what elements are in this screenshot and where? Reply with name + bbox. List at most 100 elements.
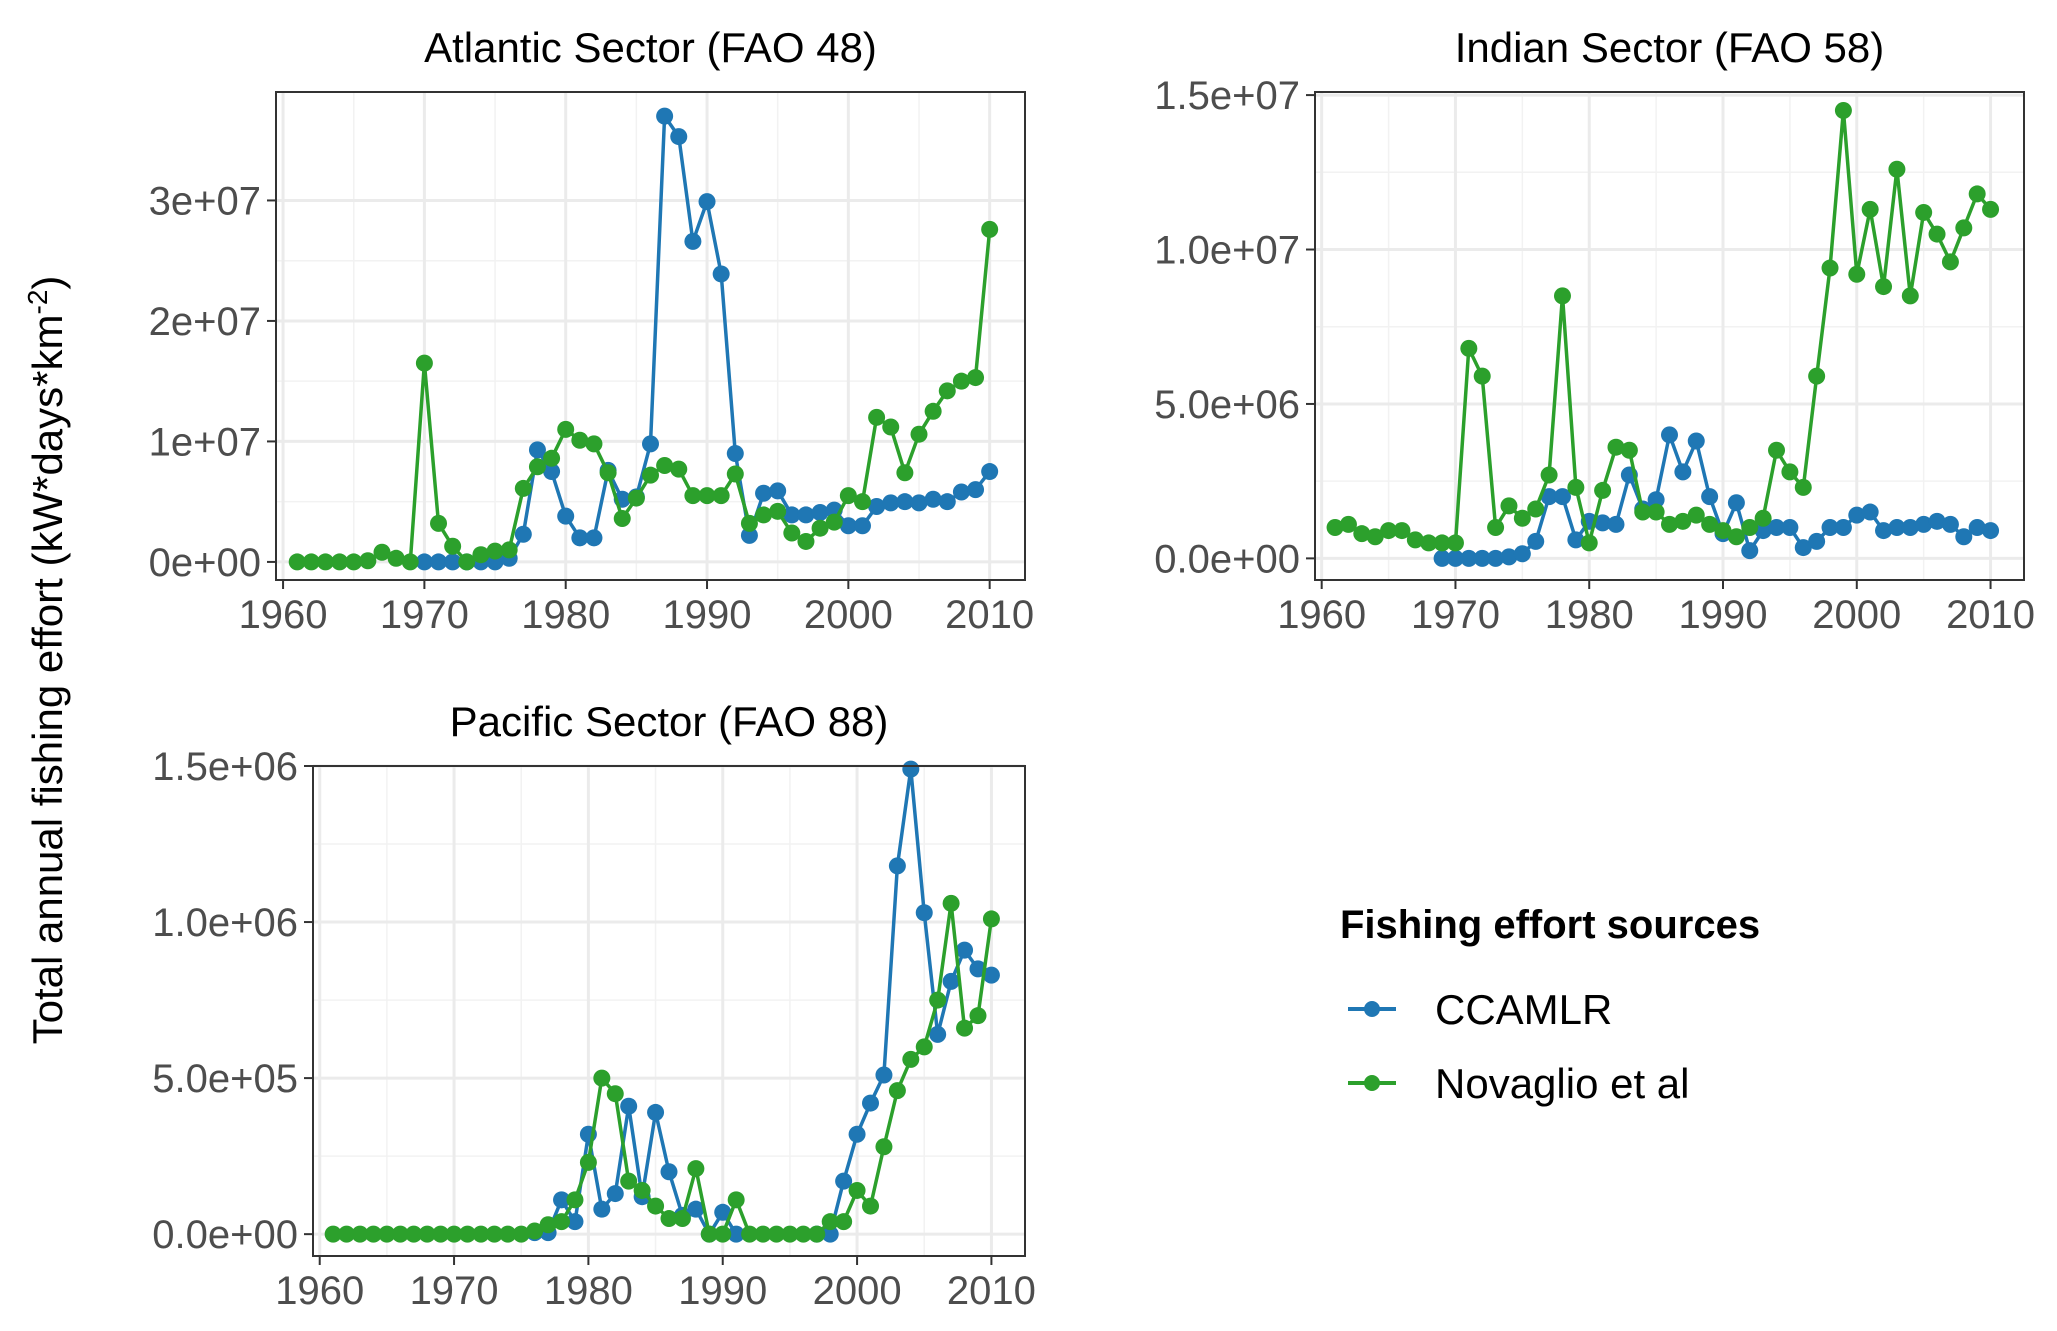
data-point-novaglio bbox=[500, 541, 518, 559]
data-point-ccamlr bbox=[1888, 518, 1906, 536]
data-point-ccamlr bbox=[1941, 515, 1959, 533]
data-point-ccamlr bbox=[712, 265, 730, 283]
y-tick-label: 1.5e+06 bbox=[152, 745, 298, 789]
data-point-ccamlr bbox=[902, 760, 920, 778]
data-point-ccamlr bbox=[1794, 539, 1812, 557]
data-point-novaglio bbox=[825, 513, 843, 531]
data-point-novaglio bbox=[1781, 463, 1799, 481]
data-point-ccamlr bbox=[821, 1225, 839, 1243]
data-point-novaglio bbox=[302, 553, 320, 571]
data-point-novaglio bbox=[599, 464, 617, 482]
data-point-novaglio bbox=[740, 514, 758, 532]
data-point-novaglio bbox=[1941, 253, 1959, 271]
data-point-novaglio bbox=[673, 1210, 691, 1228]
data-point-ccamlr bbox=[660, 1163, 678, 1181]
plot-area-indian bbox=[1315, 92, 2024, 580]
x-tick-label: 1970 bbox=[380, 593, 469, 637]
data-point-novaglio bbox=[472, 1225, 490, 1243]
data-point-novaglio bbox=[359, 552, 377, 570]
data-point-ccamlr bbox=[557, 507, 575, 525]
panel-border-pacific bbox=[312, 765, 1026, 1257]
data-point-novaglio bbox=[853, 493, 871, 511]
data-point-novaglio bbox=[754, 1225, 772, 1243]
data-point-novaglio bbox=[875, 1138, 893, 1156]
data-point-ccamlr bbox=[553, 1191, 571, 1209]
data-point-ccamlr bbox=[938, 493, 956, 511]
x-tick-label: 2000 bbox=[804, 593, 893, 637]
data-point-novaglio bbox=[351, 1225, 369, 1243]
data-point-ccamlr bbox=[1594, 514, 1612, 532]
data-point-novaglio bbox=[1460, 339, 1478, 357]
data-point-novaglio bbox=[767, 1225, 785, 1243]
data-point-novaglio bbox=[868, 408, 886, 426]
data-point-novaglio bbox=[288, 553, 306, 571]
x-tick-label: 1980 bbox=[544, 1269, 633, 1313]
data-point-novaglio bbox=[1353, 525, 1371, 543]
data-point-novaglio bbox=[316, 553, 334, 571]
data-point-novaglio bbox=[811, 519, 829, 537]
y-axis-label-superscript: -2 bbox=[22, 290, 53, 315]
data-point-novaglio bbox=[566, 1191, 584, 1209]
data-point-ccamlr bbox=[1834, 518, 1852, 536]
data-point-ccamlr bbox=[1741, 542, 1759, 560]
data-point-ccamlr bbox=[1727, 494, 1745, 512]
data-point-ccamlr bbox=[835, 1172, 853, 1190]
x-tick-label: 1980 bbox=[1545, 593, 1634, 637]
series-line-novaglio bbox=[297, 229, 992, 564]
panel-border-indian bbox=[1314, 91, 2025, 581]
data-point-ccamlr bbox=[769, 482, 787, 500]
data-point-novaglio bbox=[1339, 515, 1357, 533]
data-point-novaglio bbox=[1487, 518, 1505, 536]
legend-title: Fishing effort sources bbox=[1340, 903, 1760, 947]
y-tick-label: 5.0e+06 bbox=[1154, 383, 1300, 427]
data-point-novaglio bbox=[982, 910, 1000, 928]
data-point-novaglio bbox=[952, 372, 970, 390]
legend-label-ccamlr: CCAMLR bbox=[1435, 986, 1612, 1033]
data-point-novaglio bbox=[1808, 367, 1826, 385]
data-point-ccamlr bbox=[868, 497, 886, 515]
data-point-ccamlr bbox=[1955, 528, 1973, 546]
data-point-ccamlr bbox=[1460, 549, 1478, 567]
data-point-novaglio bbox=[839, 487, 857, 505]
data-point-novaglio bbox=[606, 1085, 624, 1103]
data-point-ccamlr bbox=[430, 553, 448, 571]
data-point-novaglio bbox=[727, 1191, 745, 1209]
x-tick-label: 2010 bbox=[1946, 593, 2035, 637]
data-point-ccamlr bbox=[1446, 549, 1464, 567]
data-point-ccamlr bbox=[1687, 432, 1705, 450]
data-point-novaglio bbox=[1741, 518, 1759, 536]
data-point-novaglio bbox=[769, 502, 787, 520]
data-point-ccamlr bbox=[848, 1125, 866, 1143]
y-tick-label: 0.0e+00 bbox=[152, 1213, 298, 1257]
data-point-novaglio bbox=[1527, 500, 1545, 518]
data-point-novaglio bbox=[499, 1225, 517, 1243]
legend-entry-ccamlr: CCAMLR bbox=[1348, 986, 1612, 1033]
data-point-novaglio bbox=[848, 1181, 866, 1199]
data-point-novaglio bbox=[528, 458, 546, 476]
y-tick-label: 3e+07 bbox=[149, 179, 261, 223]
data-point-ccamlr bbox=[1968, 518, 1986, 536]
x-tick-label: 2000 bbox=[1812, 593, 1901, 637]
data-point-novaglio bbox=[557, 420, 575, 438]
data-point-novaglio bbox=[633, 1181, 651, 1199]
data-point-ccamlr bbox=[571, 529, 589, 547]
panel-atlantic: 1960 1970 1980 1990 2000 2010 0e+00 1e+07 2e+07 3… bbox=[149, 24, 1035, 637]
data-point-ccamlr bbox=[797, 506, 815, 524]
data-point-novaglio bbox=[539, 1216, 557, 1234]
data-point-novaglio bbox=[338, 1225, 356, 1243]
y-tick-label: 1.5e+07 bbox=[1154, 74, 1300, 118]
data-point-ccamlr bbox=[1527, 532, 1545, 550]
data-point-novaglio bbox=[660, 1210, 678, 1228]
data-point-novaglio bbox=[345, 553, 363, 571]
data-point-novaglio bbox=[1380, 522, 1398, 540]
series-line-ccamlr bbox=[534, 767, 993, 1236]
data-point-novaglio bbox=[1727, 528, 1745, 546]
panel-title-pacific: Pacific Sector (FAO 88) bbox=[450, 698, 889, 745]
data-point-novaglio bbox=[1834, 102, 1852, 120]
data-point-novaglio bbox=[445, 1225, 463, 1243]
data-point-ccamlr bbox=[444, 553, 462, 571]
data-point-ccamlr bbox=[783, 506, 801, 524]
data-point-novaglio bbox=[378, 1225, 396, 1243]
data-point-novaglio bbox=[687, 1160, 705, 1178]
data-point-ccamlr bbox=[1821, 518, 1839, 536]
